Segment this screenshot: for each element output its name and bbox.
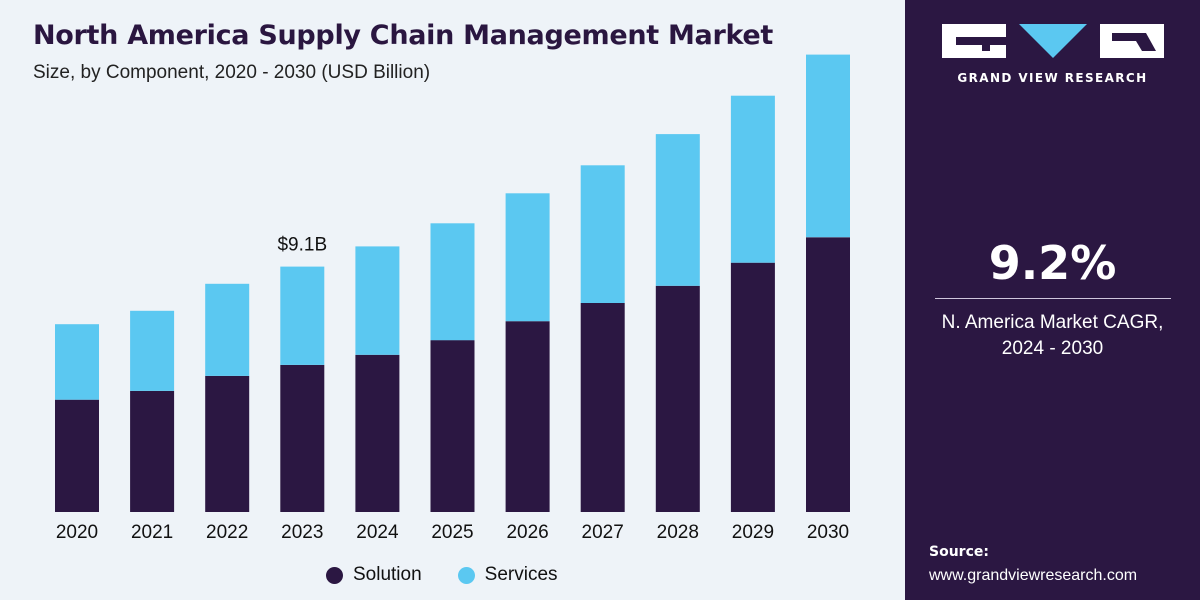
bar-services-2022	[205, 283, 250, 376]
bar-solution-2023	[280, 364, 325, 512]
x-tick-2024: 2024	[356, 522, 399, 543]
source-label: Source:	[929, 544, 989, 560]
cagr-label-line1: N. America Market CAGR,	[941, 312, 1164, 333]
cagr-divider	[935, 298, 1171, 299]
legend-swatch-solution	[326, 566, 343, 584]
cagr-label: N. America Market CAGR, 2024 - 2030	[905, 310, 1200, 362]
legend-label-services: Services	[484, 564, 558, 585]
chart-title: North America Supply Chain Management Ma…	[33, 20, 774, 51]
side-panel: GRAND VIEW RESEARCH 9.2% N. America Mark…	[905, 0, 1200, 600]
bar-services-2027	[580, 165, 625, 303]
brand-name: GRAND VIEW RESEARCH	[957, 71, 1148, 85]
bar-solution-2027	[580, 303, 625, 512]
cagr-value: 9.2%	[988, 236, 1117, 290]
bar-solution-2022	[205, 375, 250, 512]
stacked-bar-chart: 2020 2021 2022 2023 $9.1B 2024 2025 2026 2027 202…	[55, 54, 850, 543]
bar-services-2020	[55, 324, 99, 400]
bar-services-2023	[280, 266, 325, 365]
bar-solution-2026	[505, 321, 550, 512]
bar-services-2024	[355, 246, 400, 355]
bar-solution-2029	[730, 262, 775, 512]
cagr-label-line2: 2024 - 2030	[1001, 338, 1104, 359]
source-url[interactable]: www.grandviewresearch.com	[929, 567, 1138, 584]
bar-solution-2024	[355, 354, 400, 512]
x-tick-2021: 2021	[131, 522, 173, 543]
legend-item-solution: Solution	[326, 564, 422, 586]
legend-item-services: Services	[457, 564, 558, 586]
bar-services-2026	[505, 193, 550, 322]
x-tick-2023: 2023	[281, 522, 323, 543]
legend-label-solution: Solution	[353, 564, 422, 585]
x-tick-2026: 2026	[506, 522, 548, 543]
gvr-logo	[942, 24, 1164, 60]
bar-services-2029	[730, 95, 775, 263]
x-tick-2028: 2028	[657, 522, 699, 543]
bar-services-2028	[655, 134, 700, 286]
x-tick-2027: 2027	[582, 522, 624, 543]
bar-solution-2025	[430, 340, 475, 512]
bar-services-2021	[130, 310, 175, 391]
x-tick-2025: 2025	[431, 522, 473, 543]
x-tick-2029: 2029	[732, 522, 774, 543]
x-tick-2020: 2020	[56, 522, 98, 543]
chart-area: North America Supply Chain Management Ma…	[33, 20, 850, 588]
legend-swatch-services	[457, 566, 475, 584]
x-tick-2022: 2022	[206, 522, 248, 543]
chart-subtitle: Size, by Component, 2020 - 2030 (USD Bil…	[33, 62, 431, 83]
chart-legend: Solution Services	[326, 562, 594, 588]
bar-services-2030	[806, 54, 850, 238]
x-tick-2030: 2030	[807, 522, 849, 543]
bar-solution-2030	[806, 237, 850, 513]
bar-solution-2021	[130, 390, 175, 512]
data-label-2023: $9.1B	[277, 235, 327, 256]
bar-solution-2028	[655, 285, 700, 512]
bar-services-2025	[430, 223, 475, 341]
bar-solution-2020	[55, 399, 99, 512]
